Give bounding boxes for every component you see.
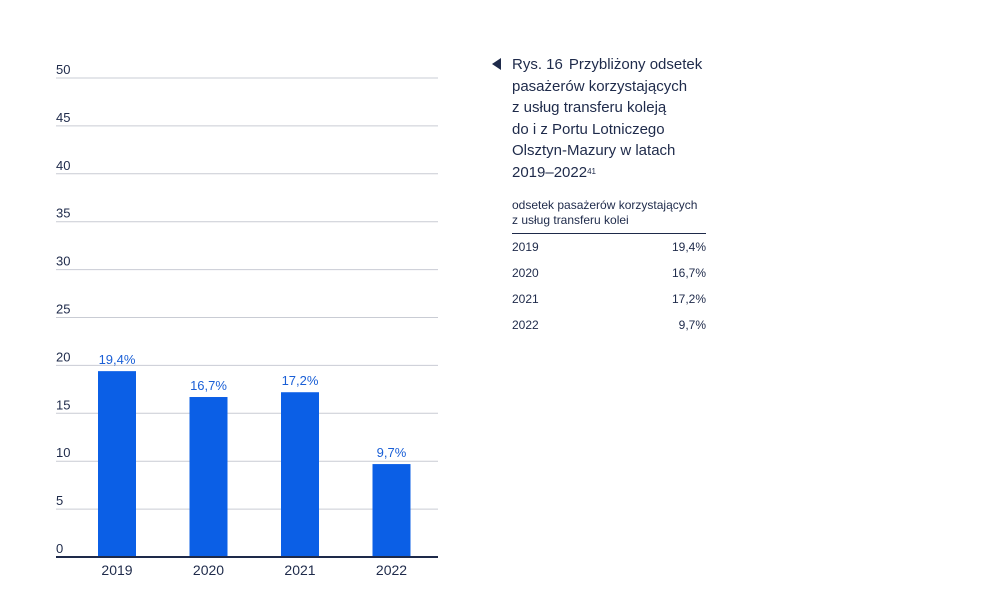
table-header: odsetek pasażerów korzystających z usług… [512,198,706,234]
figure-number: Rys. 16 [512,56,563,73]
table-value: 19,4% [671,240,706,254]
table-row: 2021 17,2% [512,286,706,312]
x-tick-label: 2019 [101,562,132,578]
bar-chart: 0 5 10 15 20 25 30 35 40 45 50 19,4% 16,7% 17,2% 9,7%… [56,62,438,578]
y-tick-label: 45 [56,110,70,125]
caption-line: Olsztyn-Mazury w latach [512,142,676,159]
bar-2021 [281,392,319,557]
y-axis-ticks: 0 5 10 15 20 25 30 35 40 45 50 [56,62,70,556]
caption-line: pasażerów korzystających [512,77,688,95]
table-header-line: odsetek pasażerów korzystających [512,198,698,212]
y-tick-label: 20 [56,349,70,364]
bar-2019 [98,371,136,557]
data-label: 9,7% [377,445,407,460]
caption-line: 2019–2022 [512,163,588,181]
caption-line: Przybliżony odsetek [568,56,703,73]
x-tick-label: 2022 [376,562,407,578]
data-labels: 19,4% 16,7% 17,2% 9,7% [99,352,407,460]
data-label: 16,7% [190,378,227,393]
bar-2022 [372,464,411,557]
x-axis-ticks: 2019 2020 2021 2022 [101,562,407,578]
y-tick-label: 50 [56,62,70,77]
bar-2020 [189,397,228,557]
y-tick-label: 10 [56,445,70,460]
caption-line: do i z Portu Lotniczego [512,120,665,138]
bars [98,371,411,557]
data-label: 17,2% [282,373,319,388]
x-tick-label: 2020 [193,562,224,578]
caption-line: z usług transferu koleją [512,99,667,116]
caption-text: Rys. 16 Przybliżony odsetek pasażerów kor… [492,54,722,183]
table-value: 16,7% [671,266,706,280]
data-label: 19,4% [99,352,136,367]
y-tick-label: 25 [56,302,70,317]
x-tick-label: 2021 [284,562,315,578]
table-row: 2019 19,4% [512,234,706,260]
table-value: 9,7% [678,318,706,332]
table-year: 2021 [512,292,539,306]
table-header-line: z usług transferu kolei [512,213,629,227]
y-tick-label: 30 [56,254,70,269]
table-year: 2020 [512,266,539,280]
table-row: 2022 9,7% [512,312,706,338]
table-value: 17,2% [671,292,706,306]
y-tick-label: 0 [56,541,63,556]
figure-caption: Rys. 16 Przybliżony odsetek pasażerów kor… [492,54,722,183]
y-tick-label: 40 [56,158,70,173]
footnote-ref: 41 [587,166,596,176]
table-row: 2020 16,7% [512,260,706,286]
data-table: odsetek pasażerów korzystających z usług… [512,198,706,338]
y-tick-label: 35 [56,206,70,221]
table-year: 2022 [512,318,539,332]
y-tick-label: 5 [56,493,63,508]
triangle-left-icon [492,58,501,70]
y-tick-label: 15 [56,397,70,412]
table-year: 2019 [512,240,539,254]
